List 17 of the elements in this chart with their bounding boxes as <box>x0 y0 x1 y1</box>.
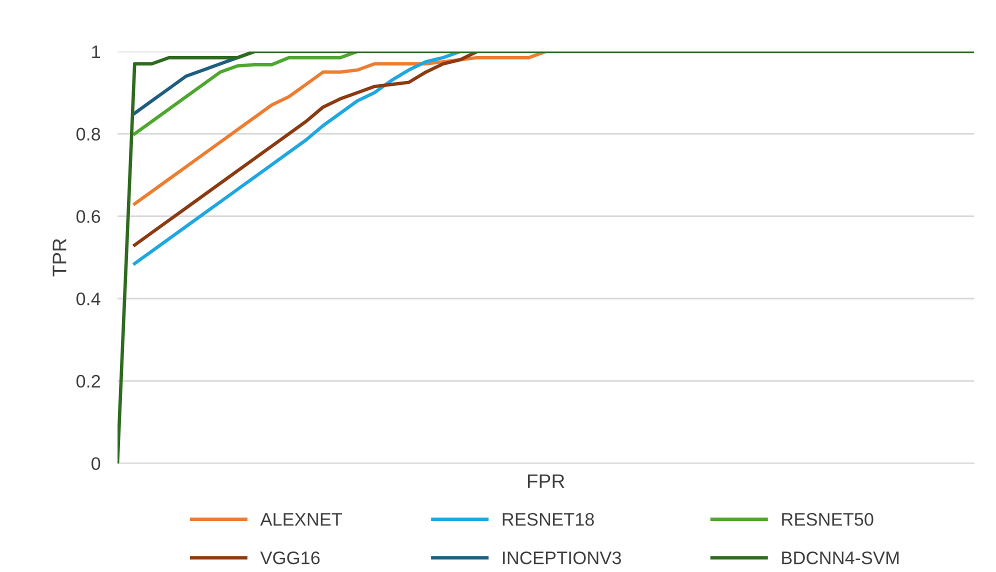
y-tick-label: 0.2 <box>76 374 100 388</box>
y-tick-label: 0.4 <box>76 292 100 306</box>
y-axis-title: TPR <box>52 238 66 276</box>
y-tick-label: 0.6 <box>76 210 100 223</box>
legend-label: RESNET50 <box>782 512 874 526</box>
x-axis-title: FPR <box>528 474 564 488</box>
legend-label: RESNET18 <box>502 512 594 526</box>
legend-label: BDCNN4-SVM <box>782 551 899 564</box>
legend-label: ALEXNET <box>260 513 342 526</box>
line-series <box>132 51 548 206</box>
line-series <box>118 51 974 464</box>
y-tick-label: 1 <box>92 46 100 58</box>
line-series <box>132 51 360 136</box>
y-tick-label: 0 <box>92 457 100 470</box>
y-tick-label: 0.8 <box>76 128 100 141</box>
legend-label: VGG16 <box>260 551 320 564</box>
legend-label: INCEPTIONV3 <box>503 551 621 564</box>
